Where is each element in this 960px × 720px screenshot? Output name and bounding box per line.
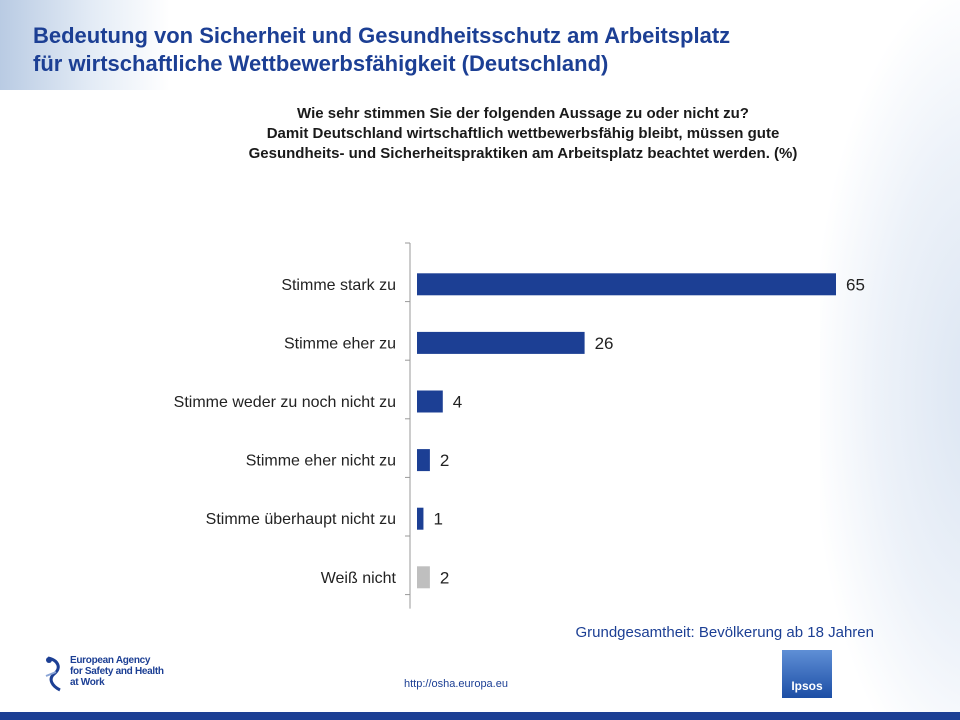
data-label: 26 <box>595 334 614 353</box>
category-label: Weiß nicht <box>321 570 397 587</box>
bar <box>417 507 424 530</box>
question-text: Wie sehr stimmen Sie der folgenden Aussa… <box>130 104 916 164</box>
bar-chart: Stimme stark zu 65 Stimme eher zu 26 Stimme … <box>174 242 865 609</box>
slide-title: Bedeutung von Sicherheit und Gesundheits… <box>33 22 933 78</box>
footer-url[interactable]: http://osha.europa.eu <box>404 678 508 690</box>
bar <box>417 566 430 589</box>
header-gradient <box>0 0 170 90</box>
data-label: 4 <box>453 393 462 412</box>
category-label: Stimme weder zu noch nicht zu <box>174 394 396 411</box>
data-label: 1 <box>433 510 442 529</box>
question-line-2: Damit Deutschland wirtschaftlich wettbew… <box>266 125 780 142</box>
data-label: 2 <box>440 451 449 470</box>
footer-bar <box>0 712 960 720</box>
data-label: 65 <box>846 275 865 294</box>
osha-logo-text: European Agency for Safety and Health at… <box>70 655 164 688</box>
bar <box>417 273 836 296</box>
category-label: Stimme eher nicht zu <box>246 453 396 470</box>
title-line-1: Bedeutung von Sicherheit und Gesundheits… <box>33 23 731 48</box>
data-label: 2 <box>440 568 449 587</box>
question-line-3: Gesundheits- und Sicherheitspraktiken am… <box>248 145 798 162</box>
base-note: Grundgesamtheit: Bevölkerung ab 18 Jahre… <box>575 624 874 641</box>
osha-line-3: at Work <box>70 677 105 688</box>
osha-line-1: European Agency <box>70 655 151 666</box>
title-line-2: für wirtschaftliche Wettbewerbsfähigkeit… <box>33 51 609 76</box>
question-line-1: Wie sehr stimmen Sie der folgenden Aussa… <box>297 105 749 122</box>
osha-line-2: for Safety and Health <box>70 666 164 677</box>
category-label: Stimme überhaupt nicht zu <box>206 511 396 528</box>
bar <box>417 331 585 354</box>
right-decoration <box>820 0 960 712</box>
ipsos-logo-text: Ipsos <box>791 679 823 693</box>
bar <box>417 449 430 472</box>
osha-logo-icon <box>45 656 61 692</box>
category-label: Stimme eher zu <box>284 335 396 352</box>
ipsos-logo: Ipsos <box>782 650 832 698</box>
category-label: Stimme stark zu <box>281 277 396 294</box>
bar <box>417 390 443 413</box>
